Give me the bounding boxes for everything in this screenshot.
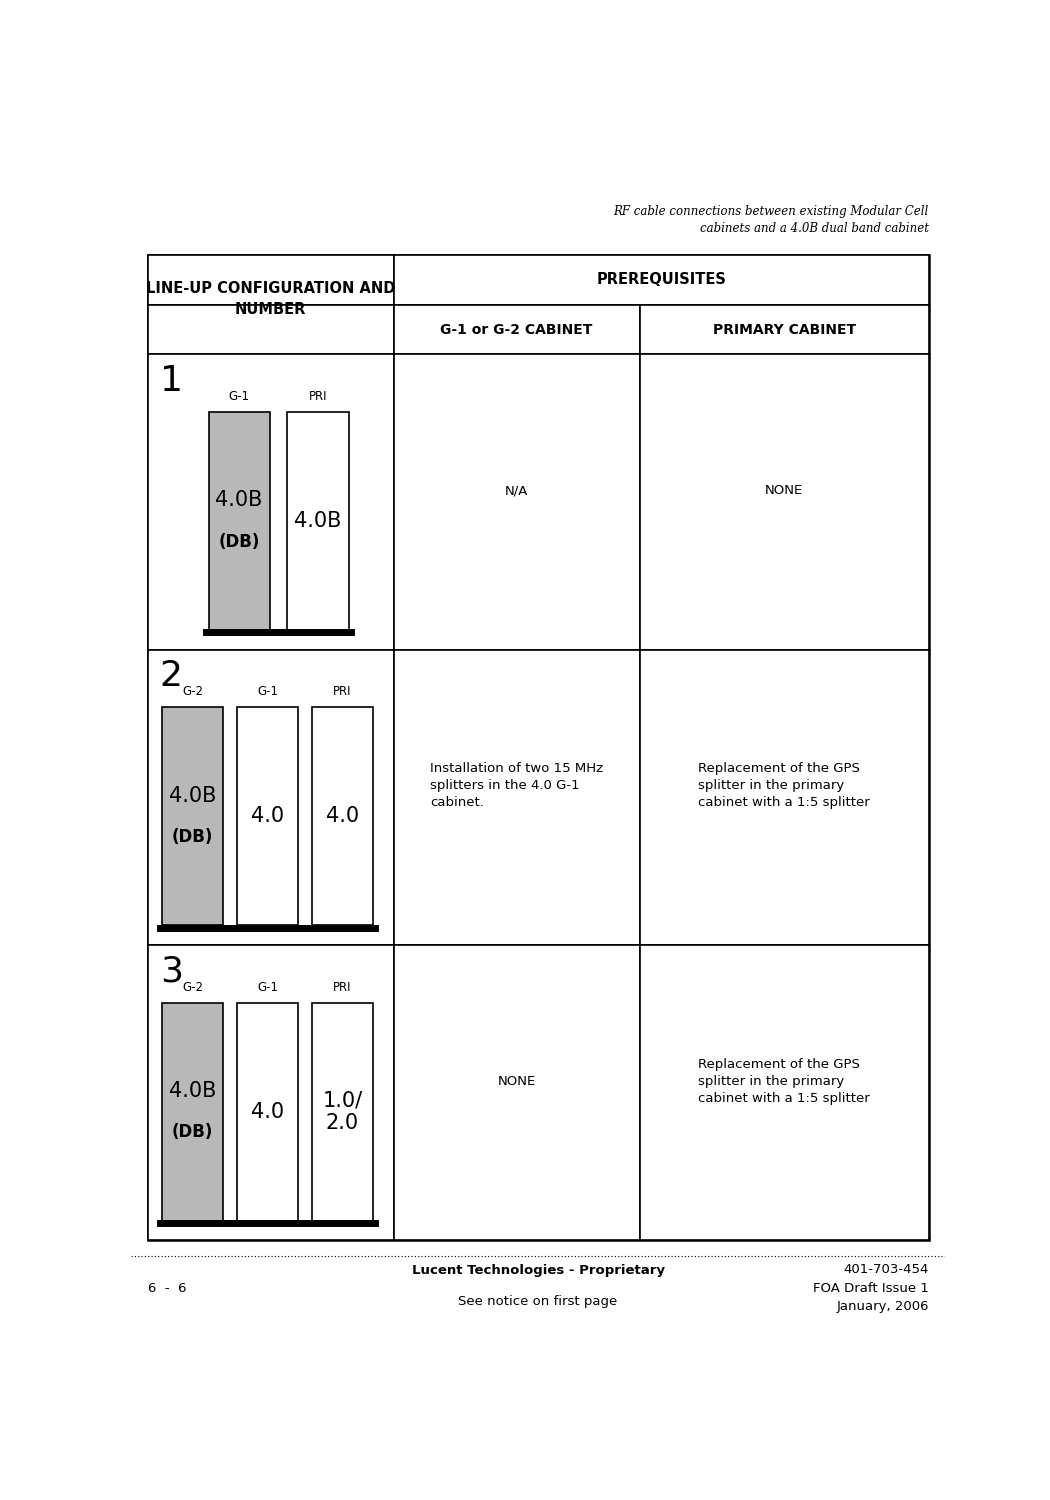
Bar bbox=[237, 1002, 298, 1221]
Text: N/A: N/A bbox=[505, 484, 528, 496]
Text: PRI: PRI bbox=[333, 981, 352, 993]
Bar bbox=[394, 650, 639, 945]
Bar bbox=[312, 1002, 373, 1221]
Bar bbox=[639, 945, 929, 1240]
Text: 1: 1 bbox=[160, 363, 183, 398]
Text: (DB): (DB) bbox=[218, 532, 259, 550]
Text: FOA Draft Issue 1: FOA Draft Issue 1 bbox=[813, 1282, 929, 1294]
Text: 4.0: 4.0 bbox=[326, 807, 359, 826]
Bar bbox=[147, 255, 394, 304]
Text: (DB): (DB) bbox=[172, 828, 213, 846]
Text: 4.0B: 4.0B bbox=[215, 490, 262, 510]
Bar bbox=[162, 708, 224, 926]
Text: 2: 2 bbox=[160, 658, 183, 693]
Bar bbox=[162, 1002, 224, 1221]
Text: January, 2006: January, 2006 bbox=[836, 1300, 929, 1314]
Bar bbox=[147, 354, 394, 650]
Text: PREREQUISITES: PREREQUISITES bbox=[596, 273, 727, 288]
Text: Installation of two 15 MHz
splitters in the 4.0 G-1
cabinet.: Installation of two 15 MHz splitters in … bbox=[430, 762, 603, 810]
Bar bbox=[394, 945, 639, 1240]
Text: NONE: NONE bbox=[498, 1074, 536, 1088]
Text: 4.0B: 4.0B bbox=[294, 512, 341, 531]
Text: 4.0: 4.0 bbox=[251, 1101, 285, 1122]
Text: 6  -  6: 6 - 6 bbox=[147, 1282, 186, 1296]
Text: G-2: G-2 bbox=[183, 981, 204, 993]
Text: 3: 3 bbox=[160, 954, 183, 988]
Text: PRI: PRI bbox=[309, 390, 328, 404]
Bar bbox=[394, 255, 928, 304]
Text: G-1: G-1 bbox=[229, 390, 250, 404]
Text: G-1 or G-2 CABINET: G-1 or G-2 CABINET bbox=[440, 322, 593, 336]
Text: G-1: G-1 bbox=[257, 981, 278, 993]
Bar bbox=[209, 413, 270, 630]
Bar bbox=[394, 354, 639, 650]
Text: PRI: PRI bbox=[333, 686, 352, 698]
Bar bbox=[639, 354, 929, 650]
Text: 401-703-454: 401-703-454 bbox=[843, 1263, 929, 1276]
Bar bbox=[237, 708, 298, 926]
Text: PRIMARY CABINET: PRIMARY CABINET bbox=[713, 322, 856, 336]
Text: RF cable connections between existing Modular Cell
cabinets and a 4.0B dual band: RF cable connections between existing Mo… bbox=[613, 206, 929, 236]
Text: Lucent Technologies - Proprietary: Lucent Technologies - Proprietary bbox=[412, 1264, 665, 1278]
Text: 4.0B: 4.0B bbox=[169, 1082, 216, 1101]
Bar bbox=[147, 255, 928, 1240]
Bar bbox=[147, 650, 394, 945]
Text: See notice on first page: See notice on first page bbox=[459, 1294, 617, 1308]
Bar bbox=[639, 650, 929, 945]
Bar bbox=[147, 304, 394, 354]
Text: Replacement of the GPS
splitter in the primary
cabinet with a 1:5 splitter: Replacement of the GPS splitter in the p… bbox=[698, 1058, 870, 1104]
Bar bbox=[639, 304, 929, 354]
Text: NONE: NONE bbox=[765, 484, 803, 496]
Bar bbox=[288, 413, 349, 630]
Text: G-1: G-1 bbox=[257, 686, 278, 698]
Text: 4.0: 4.0 bbox=[251, 807, 285, 826]
Text: Replacement of the GPS
splitter in the primary
cabinet with a 1:5 splitter: Replacement of the GPS splitter in the p… bbox=[698, 762, 870, 810]
Text: 4.0B: 4.0B bbox=[169, 786, 216, 806]
Text: 1.0/
2.0: 1.0/ 2.0 bbox=[322, 1090, 362, 1134]
Bar bbox=[312, 708, 373, 926]
Text: G-2: G-2 bbox=[183, 686, 204, 698]
Bar bbox=[147, 945, 394, 1240]
Bar bbox=[394, 304, 639, 354]
Text: (DB): (DB) bbox=[172, 1124, 213, 1142]
Text: LINE-UP CONFIGURATION AND
NUMBER: LINE-UP CONFIGURATION AND NUMBER bbox=[146, 280, 395, 316]
